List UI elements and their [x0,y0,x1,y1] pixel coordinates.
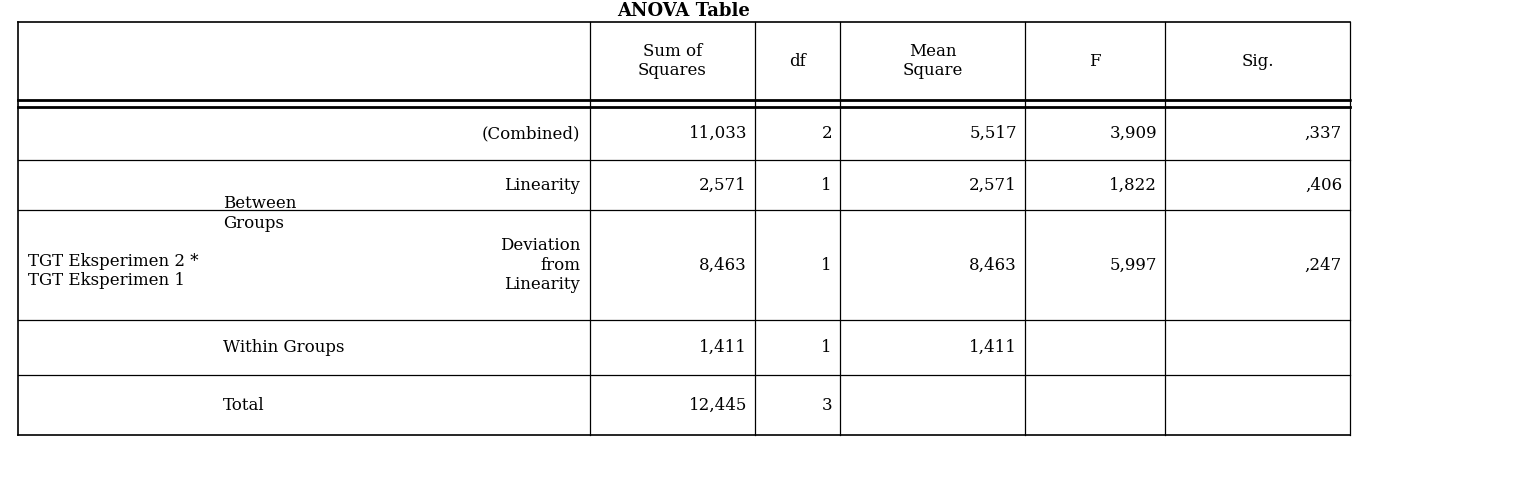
Text: 2,571: 2,571 [969,176,1017,194]
Text: Sum of
Squares: Sum of Squares [638,43,707,79]
Text: Total: Total [222,396,265,413]
Text: ,406: ,406 [1305,176,1342,194]
Text: Deviation
from
Linearity: Deviation from Linearity [500,237,580,293]
Text: 1,411: 1,411 [699,339,746,356]
Text: 11,033: 11,033 [688,125,746,142]
Text: Mean
Square: Mean Square [902,43,963,79]
Text: 5,997: 5,997 [1109,256,1157,273]
Text: 3: 3 [821,396,832,413]
Text: Sig.: Sig. [1241,52,1273,70]
Text: Between
Groups: Between Groups [222,195,297,232]
Text: 12,445: 12,445 [688,396,746,413]
Text: ANOVA Table: ANOVA Table [617,2,751,20]
Text: 8,463: 8,463 [699,256,746,273]
Text: 5,517: 5,517 [969,125,1017,142]
Text: 2: 2 [821,125,832,142]
Text: Within Groups: Within Groups [222,339,344,356]
Text: ,247: ,247 [1305,256,1342,273]
Text: ,337: ,337 [1305,125,1342,142]
Text: Linearity: Linearity [504,176,580,194]
Text: df: df [789,52,806,70]
Text: 1,822: 1,822 [1109,176,1157,194]
Text: F: F [1089,52,1101,70]
Text: 3,909: 3,909 [1109,125,1157,142]
Text: 2,571: 2,571 [699,176,746,194]
Text: 1: 1 [821,339,832,356]
Text: TGT Eksperimen 2 *
TGT Eksperimen 1: TGT Eksperimen 2 * TGT Eksperimen 1 [27,252,198,289]
Text: (Combined): (Combined) [481,125,580,142]
Text: 1: 1 [821,176,832,194]
Text: 8,463: 8,463 [969,256,1017,273]
Text: 1: 1 [821,256,832,273]
Text: 1,411: 1,411 [969,339,1017,356]
